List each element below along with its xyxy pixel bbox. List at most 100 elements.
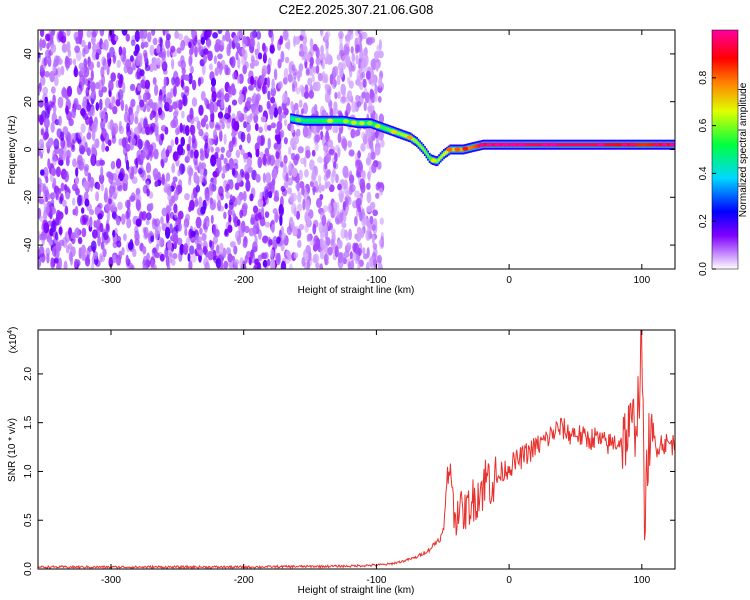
spectrogram-noise-cell [236, 110, 242, 118]
spectrogram-noise-cell [225, 183, 230, 191]
spectrogram-noise-cell [348, 149, 355, 157]
spectrogram-noise-cell [87, 172, 92, 182]
spectrogram-noise-cell [272, 236, 276, 247]
spectrogram-noise-cell [322, 205, 329, 213]
spectrogram-noise-cell [101, 74, 106, 87]
spectrogram-noise-cell [53, 257, 60, 264]
spectrogram-noise-cell [62, 126, 69, 135]
spectrogram-noise-cell [139, 30, 144, 40]
spectrogram-noise-cell [356, 101, 362, 108]
spectrogram-noise-cell [349, 174, 355, 184]
spectrogram-noise-cell [207, 137, 213, 149]
spectrogram-noise-cell [163, 93, 167, 104]
spectrogram-noise-cell [194, 160, 199, 171]
spectrogram-noise-cell [99, 252, 103, 263]
spectrogram-noise-cell [92, 246, 96, 253]
snr-multiplier-close: ) [8, 327, 19, 330]
spectrogram-noise-cell [49, 70, 55, 83]
spectrogram-noise-cell [311, 74, 315, 83]
spectrogram-noise-cell [188, 41, 192, 49]
spectrogram-noise-cell [302, 125, 309, 138]
spectrogram-noise-cell [228, 38, 232, 50]
spectrogram-noise-cell [262, 82, 266, 95]
spectrogram-noise-cell [194, 46, 198, 58]
spectrogram-noise-cell [49, 31, 54, 42]
spectrogram-noise-cell [137, 85, 142, 92]
spectrogram-noise-cell [51, 182, 56, 189]
spectrogram-noise-cell [239, 144, 243, 151]
spectrogram-noise-cell [208, 63, 213, 71]
spectrogram-noise-cell [367, 171, 371, 180]
spectrogram-noise-cell [122, 46, 127, 57]
spectrogram-noise-cell [184, 125, 190, 136]
spectrogram-trace-cell [583, 142, 586, 147]
spectrogram-trace-cell [580, 142, 582, 147]
spectrogram-noise-cell [228, 140, 234, 153]
spectrogram-noise-cell [78, 247, 82, 259]
colorbar-tick-label: 0.2 [698, 214, 709, 228]
spectrogram-noise-cell [227, 209, 232, 217]
spectrogram-noise-cell [357, 247, 362, 257]
spectrogram-noise-cell [297, 146, 304, 154]
spectrogram-trace-blob [494, 142, 501, 147]
spectrogram-trace-cell [615, 142, 617, 147]
spectrogram-noise-cell [227, 253, 233, 263]
spectrogram-noise-cell [46, 42, 50, 50]
spectrogram-noise-cell [295, 136, 299, 145]
spectrogram-noise-cell [270, 31, 274, 44]
spectrogram-noise-cell [340, 83, 347, 96]
spectrogram-noise-cell [251, 103, 256, 114]
spectrogram-noise-cell [253, 79, 257, 88]
spectrogram-noise-cell [212, 171, 218, 178]
spectrogram-noise-cell [51, 191, 56, 200]
spectrogram-noise-cell [337, 183, 342, 191]
spectrogram-noise-cell [44, 100, 49, 111]
spectrogram-noise-cell [371, 162, 377, 174]
spectrogram-noise-cell [342, 257, 347, 265]
spectrogram-noise-cell [115, 99, 121, 107]
spectrogram-noise-cell [123, 233, 127, 241]
spectrogram-trace-cell [380, 125, 383, 129]
spectrogram-noise-cell [345, 35, 350, 48]
spectrogram-noise-cell [146, 252, 150, 262]
spectrogram-noise-cell [266, 64, 271, 75]
spectrogram-noise-cell [266, 183, 272, 191]
spectrogram-noise-cell [58, 115, 62, 127]
spectrogram-noise-cell [38, 87, 41, 96]
spectrogram-noise-cell [257, 52, 263, 60]
spectrogram-noise-cell [167, 194, 172, 202]
spectrogram-noise-cell [293, 252, 299, 259]
spectrogram-noise-cell [347, 140, 353, 148]
spectrogram-trace-blob [502, 142, 509, 147]
spectrogram-noise-cell [269, 154, 275, 167]
spectrogram-noise-cell [176, 47, 182, 54]
spectrogram-noise-cell [193, 171, 198, 184]
spectrogram-noise-cell [86, 30, 92, 38]
spectrogram-noise-cell [201, 63, 206, 76]
spectrogram-noise-cell [116, 59, 121, 69]
spectrogram-noise-cell [199, 227, 203, 235]
spectrogram-noise-cell [309, 56, 314, 66]
spectrogram-trace-cell [529, 142, 531, 147]
spectrogram-noise-cell [47, 193, 51, 200]
spectrogram-noise-cell [189, 199, 195, 211]
spectrogram-noise-cell [74, 65, 78, 77]
spectrogram-noise-cell [83, 45, 90, 55]
x-tick-label: 0 [506, 275, 512, 286]
spectrogram-trace-cell [403, 133, 406, 138]
spectrogram-noise-cell [304, 169, 309, 178]
spectrogram-noise-cell [91, 147, 97, 155]
spectrogram-trace-blob [661, 142, 668, 147]
spectrogram-noise-cell [215, 146, 221, 154]
spectrogram-noise-cell [353, 243, 357, 252]
spectrogram-trace-cell [417, 142, 420, 146]
spectrogram-trace-cell [341, 119, 343, 123]
spectrogram-noise-cell [180, 39, 186, 51]
spectrogram-noise-cell [135, 55, 141, 67]
spectrogram-noise-cell [142, 30, 147, 37]
spectrogram-noise-cell [223, 260, 229, 269]
spectrogram-noise-cell [364, 54, 369, 66]
spectrogram-noise-cell [121, 137, 127, 149]
spectrogram-noise-cell [132, 248, 137, 258]
spectrogram-trace-cell [560, 142, 563, 147]
